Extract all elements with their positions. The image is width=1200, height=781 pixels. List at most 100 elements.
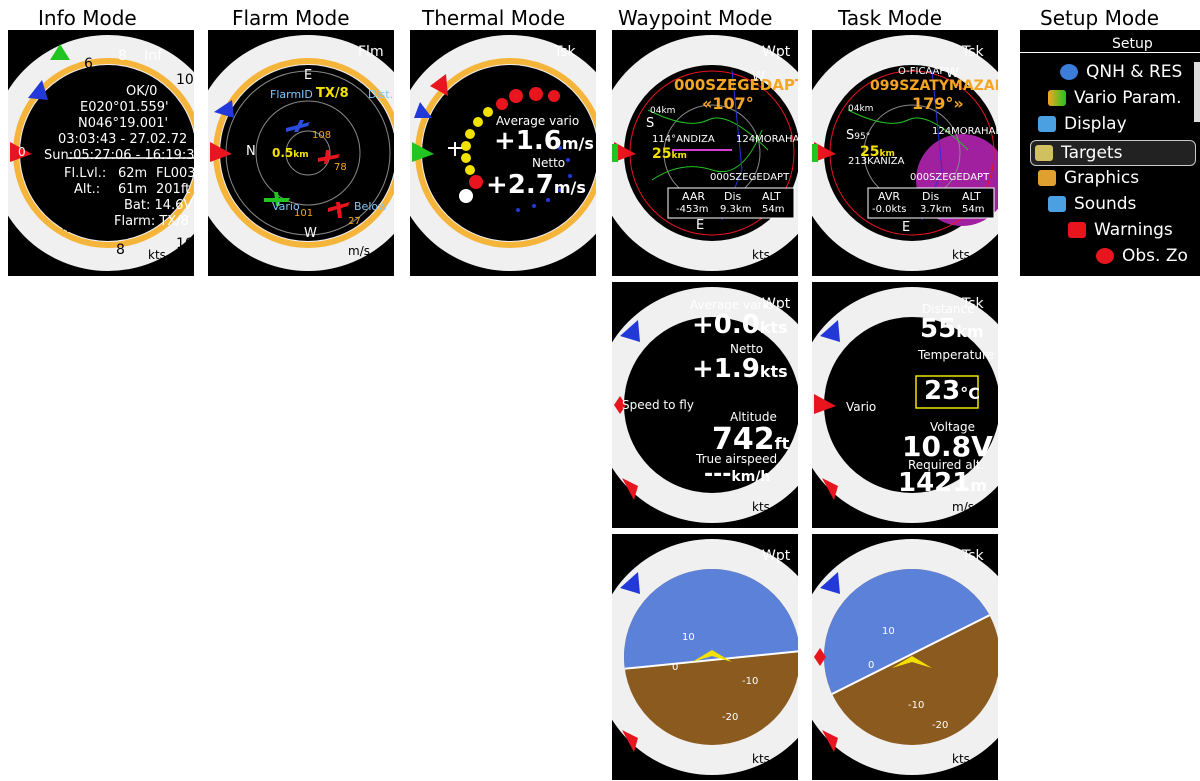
mode-tag: Inf <box>144 48 162 64</box>
col-header-alt: ALT <box>962 190 981 203</box>
col-header-avr: AVR <box>878 190 900 203</box>
mode-tag: Wpt <box>762 296 791 312</box>
map-label-2: 124MORAHALM <box>736 134 798 145</box>
range-value: 0.5km <box>272 146 309 160</box>
traffic-label-2: 78 <box>334 162 347 173</box>
average-vario-label: Average vario <box>496 114 580 128</box>
targets-icon <box>1035 145 1053 161</box>
flight-level-label: Fl.Lvl.: <box>64 166 107 181</box>
warnings-icon <box>1068 222 1086 238</box>
menu-item-vario-param[interactable]: Vario Param. <box>1048 86 1182 110</box>
compass-s: S95° <box>846 128 871 143</box>
obs-zone-icon <box>1096 248 1114 264</box>
menu-item-qnh-res[interactable]: QNH & RES <box>1060 60 1182 84</box>
menu-item-display[interactable]: Display <box>1038 112 1127 136</box>
title-task-mode: Task Mode <box>838 6 943 30</box>
altitude-value: 742ft <box>712 422 790 457</box>
menu-item-warnings[interactable]: Warnings <box>1068 218 1173 242</box>
unit-label: m/s <box>348 244 371 258</box>
col-header-dis: Dis <box>724 190 742 203</box>
task-bearing: 179°» <box>912 94 964 113</box>
altitude-meters: 61m <box>118 182 148 197</box>
mode-tag: Flm <box>358 44 384 60</box>
unit-label: kts <box>752 248 770 262</box>
netto-label: Netto <box>532 156 566 170</box>
waypoint-horizon-screen[interactable]: Wpt 10 0 -10 -20 kts <box>612 534 798 780</box>
compass-e: E <box>696 218 705 233</box>
flarm-mode-screen[interactable]: Flm FlarmID TX/8 Dist. E N W 0.5km 108 7… <box>208 30 394 276</box>
map-label-1: 213KANIZA <box>848 156 905 167</box>
altitude-feet: 201ft <box>156 182 191 197</box>
altitude-label: Alt.: <box>74 182 101 197</box>
pitch-label-minus10: -10 <box>742 676 759 687</box>
waypoint-nav-screen[interactable]: Wpt Average vario +0.0kts Netto +1.9kts … <box>612 282 798 528</box>
menu-item-obs-zone[interactable]: Obs. Zo <box>1096 244 1188 268</box>
distance-value: 55km <box>920 314 984 344</box>
waypoint-name: 000SZEGEDAPT <box>674 76 798 94</box>
pitch-label-minus10: -10 <box>908 700 925 711</box>
avr-value: -0.0kts <box>872 204 907 215</box>
aar-value: -453m <box>676 204 709 215</box>
speed-to-fly-label: Speed to fly <box>622 398 694 412</box>
voltage-label: Voltage <box>930 420 976 434</box>
mode-tag: Tsk <box>962 44 984 60</box>
setup-title: Setup <box>1112 36 1153 52</box>
average-vario-label: Average vario <box>690 298 774 312</box>
mode-tag: Tsk <box>962 548 984 564</box>
flight-level-value: FL003 <box>156 166 194 181</box>
menu-scrollbar[interactable] <box>1194 62 1200 122</box>
range-value: 25km <box>652 146 687 162</box>
compass-w: W <box>946 66 959 81</box>
average-vario-value: +0.0kts <box>692 310 788 340</box>
dis-value: 3.7km <box>920 204 952 215</box>
display-icon <box>1038 116 1056 132</box>
title-divider <box>1020 52 1200 53</box>
clock-date: 03:03:43 - 27.02.72 <box>58 132 188 147</box>
thermal-mode-screen[interactable]: Tsk Average vario +1.6m/s Netto +2.7m/s <box>410 30 596 276</box>
mode-tag: Tsk <box>962 296 984 312</box>
alt-value: 54m <box>762 204 785 215</box>
flarm-status: Flarm: TX/8 <box>114 214 189 229</box>
pitch-label-0: 0 <box>868 660 875 671</box>
mode-tag: Wpt <box>762 548 791 564</box>
scale-label: 04km <box>848 104 874 114</box>
compass-north: N <box>246 144 256 159</box>
menu-item-graphics[interactable]: Graphics <box>1038 166 1139 190</box>
task-map-screen[interactable]: Tsk O-FICAAP 099SZATYMAZAP 179°» W S95° … <box>812 30 998 276</box>
task-nav-screen[interactable]: Tsk Distance 55km Temperature 23°C Vario… <box>812 282 998 528</box>
voltage-value: 10.8V <box>902 430 993 463</box>
vario-label: Vario <box>846 400 877 414</box>
pitch-label-minus20: -20 <box>722 712 739 723</box>
waypoint-map-screen[interactable]: Wpt 000SZEGEDAPT «107° W S E 04km 114°AN… <box>612 30 798 276</box>
setup-menu[interactable]: Setup QNH & RES Vario Param. Display Tar… <box>1020 30 1200 276</box>
map-label-3: 000SZEGEDAPT <box>710 172 790 183</box>
vario-param-icon <box>1048 90 1066 106</box>
longitude: E020°01.559' <box>80 100 169 115</box>
map-label-2: 124MORAHALM <box>932 126 998 137</box>
status-text: OK/0 <box>126 84 158 99</box>
traffic-label-4: 27 <box>348 216 361 227</box>
netto-label: Netto <box>730 342 764 356</box>
waypoint-bearing: «107° <box>702 94 754 113</box>
pitch-label-0: 0 <box>672 662 679 673</box>
task-horizon-screen[interactable]: Tsk 10 0 -10 -20 kts <box>812 534 998 780</box>
pitch-label-10: 10 <box>682 632 695 643</box>
required-altitude-value: 1421m <box>898 468 988 498</box>
unit-label: kts <box>952 752 970 766</box>
true-airspeed-value: ---km/h <box>704 462 771 487</box>
alt-value: 54m <box>962 204 985 215</box>
vario-label: Vario <box>272 200 300 213</box>
col-header-alt: ALT <box>762 190 781 203</box>
map-label-3: 000SZEGEDAPT <box>910 172 990 183</box>
qnh-icon <box>1060 64 1078 80</box>
latitude: N046°19.001' <box>78 116 169 131</box>
menu-item-sounds[interactable]: Sounds <box>1048 192 1136 216</box>
unit-label: kts <box>752 752 770 766</box>
traffic-label-3: 101 <box>294 208 314 219</box>
info-mode-screen[interactable]: Inf 8 OK/0 E020°01.559' N046°19.001' 03:… <box>8 30 194 276</box>
below-label: Below <box>354 200 388 213</box>
compass-east: E <box>304 68 313 83</box>
task-point-name: 099SZATYMAZAP <box>870 78 998 94</box>
traffic-label-1: 108 <box>312 130 332 141</box>
menu-item-targets[interactable]: Targets <box>1030 140 1196 166</box>
